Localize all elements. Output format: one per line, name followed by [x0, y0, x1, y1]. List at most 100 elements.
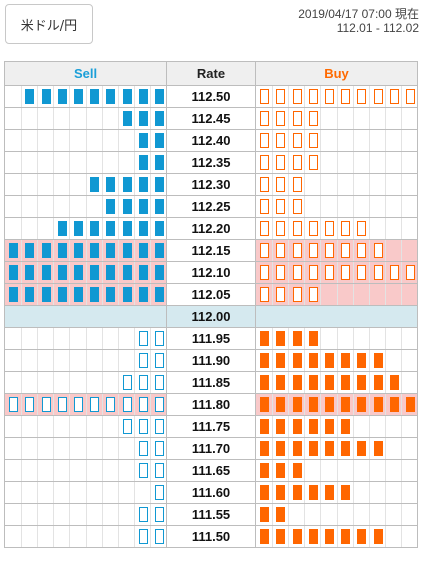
sell-cell — [4, 261, 167, 284]
grid-line — [368, 86, 370, 107]
grid-line — [53, 152, 55, 173]
grid-line — [117, 394, 119, 415]
grid-line — [69, 482, 71, 503]
grid-line — [271, 328, 273, 349]
table-row: 112.45 — [4, 107, 418, 130]
grid-line — [352, 284, 354, 305]
grid-line — [101, 284, 103, 305]
grid-line — [85, 482, 87, 503]
buy-outline-block-icon — [260, 111, 270, 126]
sell-filled-block-icon — [106, 89, 116, 104]
grid-line — [134, 482, 136, 503]
buy-filled-block-icon — [341, 529, 351, 544]
grid-line — [336, 262, 338, 283]
rate-cell: 112.50 — [166, 85, 256, 108]
buy-cell — [255, 525, 418, 548]
grid-line — [53, 174, 55, 195]
buy-outline-block-icon — [260, 243, 270, 258]
grid-line — [271, 284, 273, 305]
buy-filled-block-icon — [357, 353, 367, 368]
sell-outline-block-icon — [138, 375, 148, 390]
grid-line — [69, 460, 71, 481]
buy-outline-block-icon — [341, 89, 351, 104]
grid-line — [20, 108, 22, 129]
grid-line — [20, 394, 22, 415]
buy-outline-block-icon — [292, 287, 302, 302]
buy-filled-block-icon — [389, 375, 399, 390]
grid-line — [150, 372, 152, 393]
grid-line — [287, 350, 289, 371]
buy-filled-block-icon — [373, 397, 383, 412]
grid-line — [336, 394, 338, 415]
sell-filled-block-icon — [41, 89, 51, 104]
grid-line — [320, 130, 322, 151]
grid-line — [401, 218, 403, 239]
sell-cell — [4, 195, 167, 218]
grid-line — [271, 438, 273, 459]
sell-filled-block-icon — [9, 287, 19, 302]
sell-filled-block-icon — [90, 177, 100, 192]
sell-outline-block-icon — [154, 353, 164, 368]
grid-line — [20, 152, 22, 173]
rate-cell: 112.30 — [166, 173, 256, 196]
sell-filled-block-icon — [90, 287, 100, 302]
grid-line — [101, 86, 103, 107]
grid-line — [320, 152, 322, 173]
currency-pair-button[interactable]: 米ドル/円 — [5, 4, 93, 44]
buy-filled-block-icon — [308, 441, 318, 456]
grid-line — [385, 416, 387, 437]
sell-filled-block-icon — [9, 265, 19, 280]
grid-line — [36, 438, 38, 459]
sell-filled-block-icon — [154, 155, 164, 170]
grid-line — [271, 482, 273, 503]
buy-outline-block-icon — [260, 265, 270, 280]
grid-line — [352, 218, 354, 239]
buy-filled-block-icon — [389, 397, 399, 412]
buy-outline-block-icon — [292, 221, 302, 236]
sell-outline-block-icon — [25, 397, 35, 412]
header-row: Sell Rate Buy — [4, 61, 418, 86]
grid-line — [304, 526, 306, 547]
sell-filled-block-icon — [41, 243, 51, 258]
grid-line — [287, 504, 289, 525]
sell-cell — [4, 503, 167, 526]
sell-outline-block-icon — [138, 419, 148, 434]
sell-outline-block-icon — [154, 375, 164, 390]
grid-line — [101, 240, 103, 261]
grid-line — [150, 460, 152, 481]
sell-cell — [4, 481, 167, 504]
grid-line — [150, 174, 152, 195]
grid-line — [368, 108, 370, 129]
grid-line — [101, 482, 103, 503]
table-row: 112.40 — [4, 129, 418, 152]
grid-line — [385, 262, 387, 283]
buy-outline-block-icon — [308, 89, 318, 104]
grid-line — [20, 284, 22, 305]
grid-line — [36, 130, 38, 151]
buy-outline-block-icon — [292, 177, 302, 192]
grid-line — [304, 86, 306, 107]
buy-filled-block-icon — [324, 485, 334, 500]
table-row: 111.80 — [4, 393, 418, 416]
grid-line — [134, 262, 136, 283]
buy-filled-block-icon — [292, 441, 302, 456]
sell-cell — [4, 305, 167, 328]
grid-line — [117, 372, 119, 393]
grid-line — [385, 130, 387, 151]
buy-outline-block-icon — [276, 265, 286, 280]
sell-filled-block-icon — [57, 265, 67, 280]
grid-line — [69, 328, 71, 349]
grid-line — [271, 460, 273, 481]
grid-line — [401, 284, 403, 305]
buy-outline-block-icon — [373, 265, 383, 280]
grid-line — [352, 152, 354, 173]
grid-line — [36, 240, 38, 261]
grid-line — [150, 438, 152, 459]
sell-filled-block-icon — [106, 243, 116, 258]
grid-line — [134, 152, 136, 173]
grid-line — [352, 526, 354, 547]
grid-line — [53, 262, 55, 283]
grid-line — [150, 240, 152, 261]
buy-outline-block-icon — [324, 265, 334, 280]
grid-line — [20, 262, 22, 283]
